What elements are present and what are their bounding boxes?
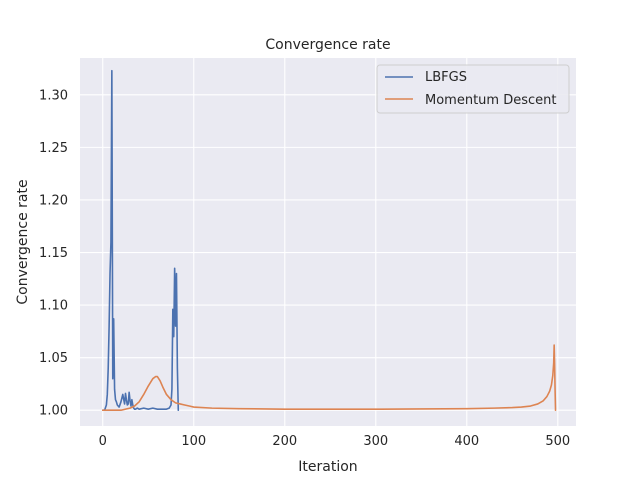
x-tick-label: 0 (99, 434, 107, 449)
y-tick-label: 1.05 (39, 351, 68, 366)
x-tick-label: 500 (545, 434, 570, 449)
x-axis-label: Iteration (298, 459, 357, 475)
y-tick-label: 1.00 (39, 404, 68, 419)
x-tick-labels: 0 100 200 300 400 500 (99, 434, 571, 449)
legend-box (376, 64, 570, 114)
chart-title: Convergence rate (265, 37, 390, 53)
series-line-momentum-descent (101, 344, 557, 412)
grid-lines (80, 58, 576, 426)
y-tick-label: 1.15 (39, 246, 68, 261)
x-tick-label: 300 (363, 434, 388, 449)
legend: LBFGS Momentum Descent (376, 64, 570, 114)
legend-label-lbfgs: LBFGS (425, 70, 467, 85)
y-tick-labels: 1.00 1.05 1.10 1.15 1.20 1.25 1.30 (39, 88, 68, 418)
plot-area (80, 58, 576, 426)
x-tick-label: 400 (454, 434, 479, 449)
y-tick-label: 1.25 (39, 141, 68, 156)
x-tick-label: 200 (272, 434, 297, 449)
series-line-lbfgs (101, 69, 180, 412)
y-tick-label: 1.30 (39, 88, 68, 103)
legend-label-momentum-descent: Momentum Descent (425, 93, 556, 108)
y-tick-label: 1.20 (39, 193, 68, 208)
series-lines (101, 69, 557, 412)
y-tick-label: 1.10 (39, 299, 68, 314)
y-axis-label: Convergence rate (15, 179, 31, 304)
x-tick-label: 100 (181, 434, 206, 449)
